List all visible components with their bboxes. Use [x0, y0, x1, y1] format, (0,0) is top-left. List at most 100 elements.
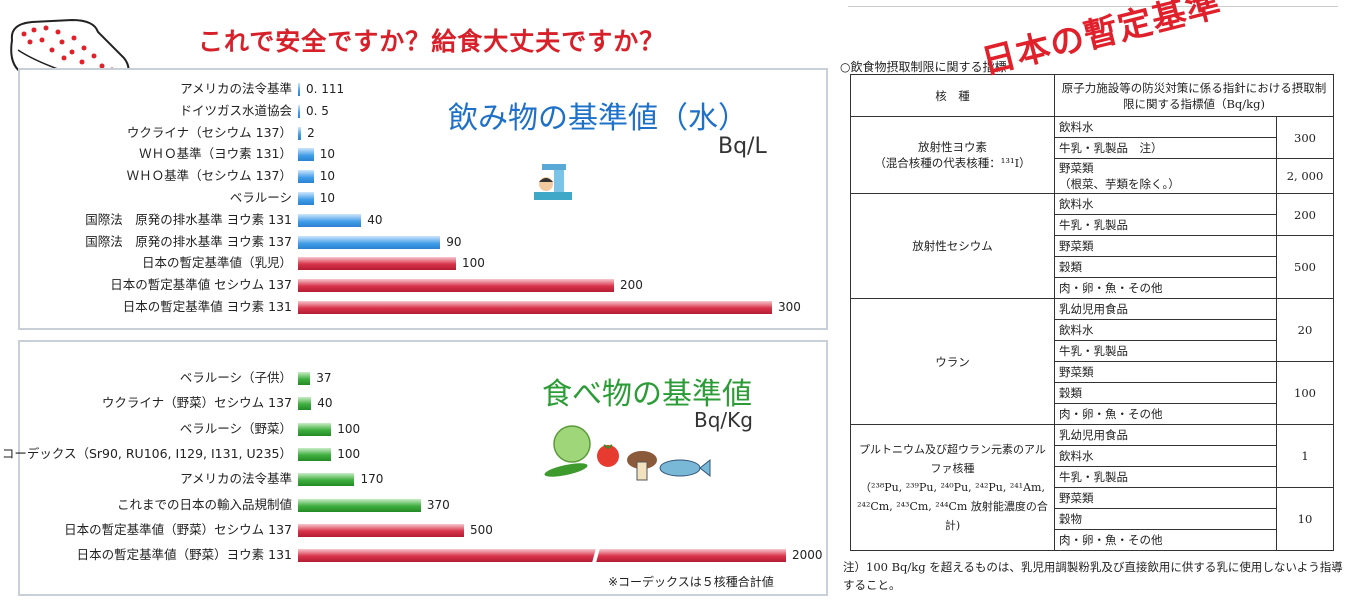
food-bar-value: 170 — [360, 472, 384, 487]
food-bar — [298, 397, 312, 411]
food-bar — [298, 549, 786, 563]
food-item-cell: 穀類 — [1054, 382, 1277, 404]
water-bar — [298, 83, 300, 96]
table-footnote: 注）100 Bq/kg を超えるものは、乳児用調製粉乳及び直接飲用に供する乳に使… — [843, 560, 1343, 592]
water-bar — [298, 235, 441, 249]
water-bar-value: 100 — [462, 256, 485, 271]
water-bar — [298, 148, 314, 162]
water-bar — [298, 257, 456, 271]
nuclide-cell: プルトニウム及び超ウラン元素のアルファ核種 （²³⁸Pu, ²³⁹Pu, ²⁴⁰… — [850, 424, 1055, 551]
food-bar-label: コーデックス（Sr90, RU106, I129, I131, U235） — [1, 445, 292, 461]
food-item-cell: 牛乳・乳製品 — [1054, 214, 1277, 236]
table-row: ウラン 乳幼児用食品 20 — [850, 298, 1334, 425]
food-item-cell: 飲料水 — [1054, 319, 1277, 341]
water-bar-value: 2 — [307, 125, 315, 140]
table-row: 野菜類 100 — [851, 361, 1334, 425]
food-chart-note: ※コーデックスは５核種合計値 — [608, 575, 774, 589]
header-limit: 原子力施設等の防災対策に係る指針における摂取制限に関する指標値（Bq/kg) — [1054, 74, 1334, 117]
water-bar-value: 10 — [319, 169, 336, 184]
food-bar-label: 日本の暫定基準値（野菜）セシウム 137 — [64, 521, 292, 537]
table-row: 肉・卵・魚・その他 — [851, 529, 1334, 551]
nuclide-cell: ウラン — [850, 298, 1055, 425]
water-bar — [298, 104, 300, 118]
food-item-cell: 肉・卵・魚・その他 — [1054, 403, 1277, 425]
food-item-cell: 牛乳・乳製品 — [1054, 340, 1277, 362]
water-bar-value: 40 — [367, 212, 383, 227]
intake-limit-table: 核 種原子力施設等の防災対策に係る指針における摂取制限に関する指標値（Bq/kg… — [850, 74, 1334, 551]
nuclide-cell: 放射性ヨウ素 （混合核種の代表核種：¹³¹I） — [850, 116, 1055, 194]
table-header-row: 核 種原子力施設等の防災対策に係る指針における摂取制限に関する指標値（Bq/kg… — [850, 74, 1334, 117]
limit-value-cell: 200 — [1276, 193, 1334, 236]
table-row: 牛乳・乳製品 注） — [851, 137, 1334, 159]
water-bar-value: 0. 111 — [306, 82, 345, 96]
table-row: 放射性セシウム 飲料水 200 — [850, 193, 1334, 299]
table-row: 野菜類 500 — [851, 235, 1334, 299]
food-item-cell: 野菜類 （根菜、芋類を除く。） — [1054, 158, 1277, 194]
limit-value-cell: 100 — [1276, 361, 1334, 425]
food-bar-label: ベラルーシ（野菜） — [179, 420, 292, 436]
food-bar-label: アメリカの法令基準 — [180, 471, 292, 487]
limit-value-cell: 500 — [1276, 235, 1334, 299]
water-bar-value: 10 — [319, 191, 336, 205]
table-row: 牛乳・乳製品 — [851, 214, 1334, 236]
food-chart-panel: 食べ物の基準値 Bq/Kg ベラルーシ（子供） 37 ウクライナ（野菜）セシウム 1… — [2, 340, 828, 596]
food-item-cell: 野菜類 — [1054, 235, 1277, 257]
food-item-cell: 乳幼児用食品 — [1054, 298, 1277, 320]
food-bar — [298, 498, 421, 512]
limit-value-cell: 20 — [1276, 298, 1334, 362]
water-bar-label: ドイツガス水道協会 — [179, 102, 292, 118]
water-bar-value: 90 — [446, 234, 462, 249]
food-item-cell: 牛乳・乳製品 — [1054, 466, 1277, 488]
food-item-cell: 穀類 — [1054, 256, 1277, 278]
food-bar-value: 40 — [317, 396, 333, 411]
water-bar-label: アメリカの法令基準 — [180, 81, 292, 96]
food-item-cell: 飲料水 — [1054, 445, 1277, 467]
water-bar-label: 日本の暫定基準値 ヨウ素 131 — [122, 299, 292, 314]
table-row: 野菜類 10 — [851, 487, 1334, 551]
food-item-cell: 野菜類 — [1054, 487, 1277, 509]
food-bar-value: 37 — [316, 371, 332, 385]
water-bar-value: 10 — [319, 147, 336, 162]
water-bar-value: 0. 5 — [306, 103, 329, 118]
water-bar-label: ウクライナ（セシウム 137） — [126, 124, 292, 140]
limit-value-cell: 1 — [1276, 424, 1334, 488]
limit-value-cell: 10 — [1276, 487, 1334, 551]
food-item-cell: 牛乳・乳製品 注） — [1054, 137, 1277, 159]
page-headline: これで安全ですか？給食大丈夫ですか？ — [198, 27, 666, 56]
table-row: 放射性ヨウ素 （混合核種の代表核種：¹³¹I） 飲料水 300 — [850, 116, 1334, 194]
water-bar-label: 日本の暫定基準値 セシウム 137 — [110, 277, 292, 293]
food-bar-label: 日本の暫定基準値（野菜）ヨウ素 131 — [76, 547, 292, 563]
water-bar-label: ベラルーシ — [229, 190, 292, 205]
limit-value-cell: 2, 000 — [1276, 158, 1334, 194]
water-bar — [298, 192, 314, 205]
food-bar-value: 500 — [470, 522, 493, 537]
nuclide-cell: 放射性セシウム — [850, 193, 1055, 299]
table-row: 野菜類 （根菜、芋類を除く。） 2, 000 — [851, 158, 1334, 194]
table-row: プルトニウム及び超ウラン元素のアルファ核種 （²³⁸Pu, ²³⁹Pu, ²⁴⁰… — [850, 424, 1334, 551]
water-chart-title: 飲み物の基準値（水） — [448, 101, 748, 136]
food-bar — [298, 447, 332, 461]
water-bar-label: 国際法 原発の排水基準 ヨウ素 137 — [85, 233, 292, 249]
food-bar — [298, 422, 332, 436]
food-bar-label: ベラルーシ（子供） — [179, 370, 292, 385]
water-bar-value: 300 — [778, 300, 801, 314]
vegetables-icon — [544, 425, 711, 481]
water-bar — [298, 170, 314, 184]
food-bar-value: 2000 — [792, 548, 823, 563]
food-chart-unit: Bq/Kg — [694, 408, 753, 432]
faucet-icon — [534, 164, 572, 200]
food-item-cell: 乳幼児用食品 — [1054, 424, 1277, 446]
water-chart-unit: Bq/L — [718, 134, 767, 159]
food-bar-label: ウクライナ（野菜）セシウム 137 — [101, 395, 292, 411]
water-chart-panel: 飲み物の基準値（水） Bq/L アメリカの法令基準 0. 111 ドイツガス水道協会… — [18, 68, 828, 330]
water-bar-label: 国際法 原発の排水基準 ヨウ素 131 — [85, 211, 292, 227]
food-bar-value: 100 — [337, 446, 361, 461]
food-item-cell: 野菜類 — [1054, 361, 1277, 383]
water-bar-label: ＷＨＯ基準（セシウム 137） — [126, 168, 292, 184]
food-chart-title: 食べ物の基準値 — [542, 377, 752, 412]
water-bar — [298, 126, 302, 140]
water-bar-label: ＷＨＯ基準（ヨウ素 131） — [139, 146, 292, 162]
top-divider — [848, 6, 1338, 7]
food-item-cell: 穀物 — [1054, 508, 1277, 530]
water-bar — [298, 279, 614, 293]
